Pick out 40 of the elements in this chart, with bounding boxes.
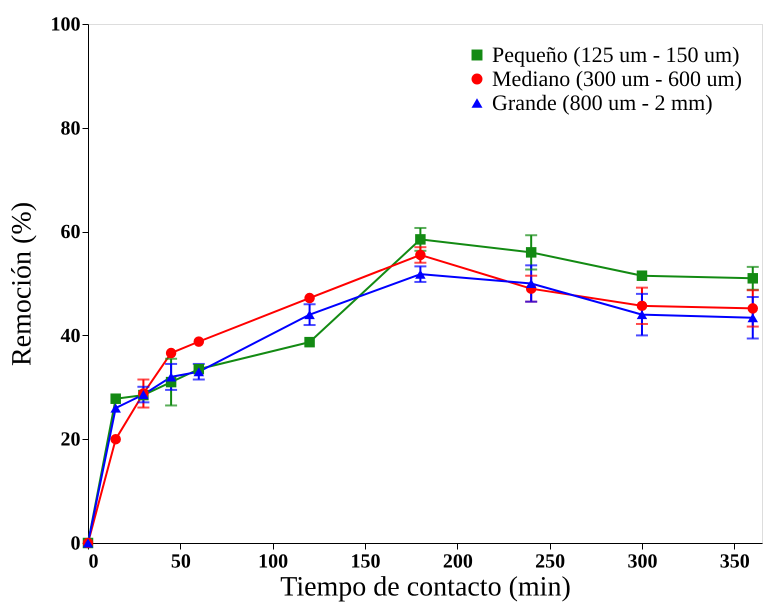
y-tick-label: 0 bbox=[70, 532, 80, 554]
point bbox=[110, 404, 121, 413]
y-tick-label: 80 bbox=[60, 117, 80, 140]
point bbox=[748, 303, 758, 314]
point bbox=[636, 300, 648, 312]
x-tick-label: 350 bbox=[720, 550, 750, 572]
legend-label: Pequeño (125 um - 150 um) bbox=[492, 42, 740, 67]
point bbox=[304, 310, 315, 320]
point bbox=[526, 278, 536, 288]
legend-label: Grande (800 um - 2 mm) bbox=[492, 90, 713, 115]
point bbox=[636, 270, 648, 281]
point bbox=[304, 292, 315, 304]
x-tick-label: 100 bbox=[258, 550, 288, 572]
y-tick-label: 40 bbox=[60, 324, 80, 347]
point bbox=[415, 270, 426, 279]
x-tick-label: 150 bbox=[350, 550, 380, 572]
point bbox=[304, 336, 315, 348]
point bbox=[166, 372, 176, 382]
point bbox=[415, 250, 426, 260]
y-tick-label: 60 bbox=[60, 221, 80, 244]
point bbox=[526, 247, 536, 258]
point bbox=[194, 336, 204, 347]
y-tick-label: 20 bbox=[60, 428, 80, 451]
x-tick-label: 250 bbox=[535, 550, 566, 572]
point bbox=[415, 234, 426, 245]
y-axis-title: Remoción (%) bbox=[6, 202, 38, 366]
x-tick-label: 200 bbox=[442, 550, 473, 572]
point bbox=[748, 273, 758, 284]
point bbox=[166, 348, 176, 358]
point bbox=[110, 393, 121, 404]
x-tick-label: 300 bbox=[627, 550, 658, 572]
legend-label: Mediano (300 um - 600 um) bbox=[492, 66, 742, 91]
point bbox=[636, 310, 648, 320]
y-tick-label: 100 bbox=[50, 14, 80, 36]
x-tick-label: 0 bbox=[88, 550, 98, 572]
point bbox=[110, 434, 121, 444]
x-tick-label: 50 bbox=[170, 550, 191, 572]
x-axis-title: Tiempo de contacto (min) bbox=[280, 572, 571, 602]
point bbox=[748, 313, 758, 322]
point bbox=[194, 367, 204, 376]
